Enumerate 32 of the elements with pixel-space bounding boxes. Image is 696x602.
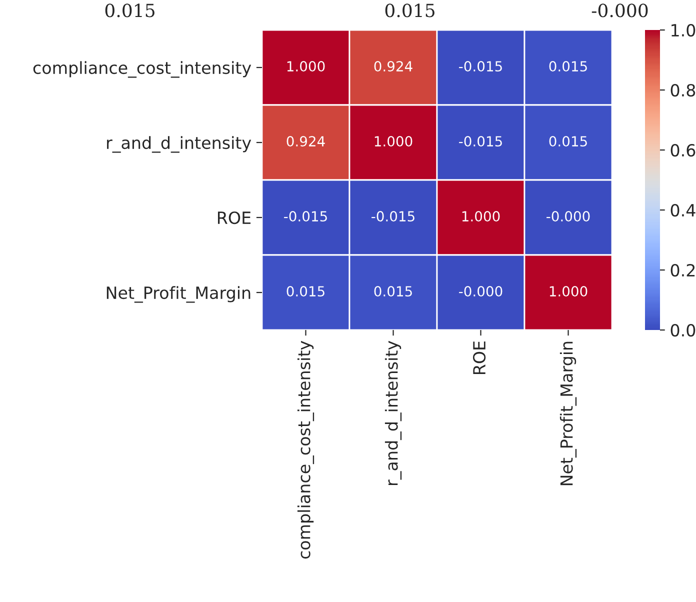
text: 0.015 — [385, 4, 434, 18]
data-label: 0.924 — [374, 61, 412, 72]
data-label: 0.015 — [549, 61, 587, 72]
color-bar-label: 0.0 — [670, 324, 696, 337]
data-label: -0.015 — [372, 211, 414, 222]
data-label: 1.000 — [374, 136, 412, 147]
y-tick-label: compliance_cost_intensity — [33, 61, 252, 78]
y-tick-label: Net_Profit_Margin — [106, 286, 250, 303]
color-bar-label: 0.4 — [670, 204, 696, 217]
x-tick-label: Net_Profit_Margin — [560, 342, 577, 486]
color-bar-label: 0.8 — [670, 84, 696, 97]
data-label: 1.000 — [287, 61, 325, 72]
data-label: 0.015 — [374, 286, 412, 297]
data-label: -0.015 — [459, 61, 502, 72]
y-tick-label: r_and_d_intensity — [107, 136, 252, 153]
data-label: -0.000 — [459, 286, 502, 297]
data-label: -0.000 — [546, 211, 590, 222]
data-label: 0.924 — [286, 136, 325, 147]
color-bar-label: 1.0 — [672, 24, 696, 37]
color-bar-label: 0.2 — [670, 264, 695, 277]
x-tick-label: ROE — [472, 341, 486, 374]
data-label: 0.015 — [549, 136, 587, 147]
text: -0.000 — [592, 4, 648, 18]
data-label: 1.000 — [550, 286, 588, 297]
data-label: 0.015 — [286, 286, 324, 297]
data-label: -0.015 — [284, 211, 327, 222]
x-tick-label: r_and_d_intensity — [384, 340, 402, 485]
color-bar-label: 0.6 — [670, 144, 696, 157]
y-tick-label: ROE — [218, 211, 251, 224]
data-label: 1.000 — [462, 211, 500, 222]
data-label: -0.015 — [459, 136, 502, 147]
text: 0.015 — [105, 4, 154, 18]
